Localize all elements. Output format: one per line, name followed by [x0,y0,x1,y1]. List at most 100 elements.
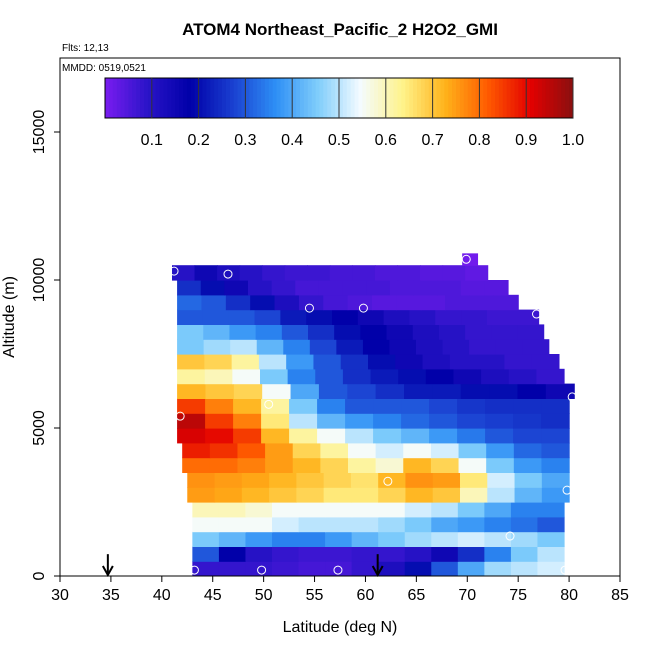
colorbar-swatch [346,78,352,118]
heatmap-cell [241,487,270,503]
heatmap-cell [272,546,300,562]
heatmap-cell [368,354,396,370]
heatmap-cell [457,531,485,547]
heatmap-cell [484,516,512,533]
x-tick-label: 80 [560,587,578,604]
colorbar-swatch [561,78,566,118]
heatmap-cell [457,502,485,518]
colorbar-swatch [198,78,203,118]
heatmap-cell [292,457,321,473]
heatmap-cell [286,354,315,370]
colorbar-swatch [557,78,562,118]
heatmap-cell [177,294,203,311]
colorbar-swatch [276,78,281,118]
heatmap-cell [296,487,325,503]
heatmap-cell [325,546,353,562]
heatmap-cell [366,280,391,296]
colorbar-tick-label: 0.9 [515,132,537,149]
heatmap-cell [404,383,433,399]
heatmap-cell [269,472,297,488]
colorbar-swatch [432,78,437,118]
colorbar-swatch [268,78,274,118]
heatmap-cell [308,324,335,340]
heatmap-cell [315,368,344,385]
heatmap-cell [517,383,547,399]
heatmap-cell [290,383,320,399]
heatmap-cell [245,516,273,533]
heatmap-cell [232,368,261,385]
colorbar-tick-label: 0.6 [375,132,397,149]
colorbar-swatch [506,78,512,118]
x-tick-label: 75 [509,587,527,604]
colorbar-swatch [479,78,484,118]
colorbar-swatch [534,78,539,118]
colorbar-swatch [420,78,426,118]
heatmap-cell [177,383,207,399]
colorbar-swatch [186,78,192,118]
colorbar-swatch [565,78,570,118]
heatmap-cell [177,428,206,444]
heatmap-cell [342,280,367,296]
colorbar-swatch [249,78,254,118]
heatmap-cell [398,368,427,385]
heatmap-cell [351,502,379,518]
heatmap-cell [510,516,539,533]
colorbar-swatch [210,78,215,118]
heatmap-cell [204,368,233,385]
dates-label: MMDD: 0519,0521 [62,63,146,74]
colorbar-swatch [491,78,496,118]
heatmap-cell [329,265,353,281]
heatmap-cell [261,428,290,444]
heatmap-cell [177,339,205,355]
heatmap-cell [484,561,512,576]
heatmap-cell [429,428,458,444]
heatmap-cell [416,339,444,355]
colorbar-swatch [440,78,445,118]
colorbar-tick-label: 0.2 [187,132,209,149]
colorbar-swatch [350,78,356,118]
heatmap-cell [370,368,399,385]
heatmap-cell [289,413,318,429]
colorbar-swatch [456,78,461,118]
heatmap-cell [217,265,241,281]
heatmap-cell [325,502,353,518]
heatmap-cell [239,265,263,281]
heatmap-cell [460,487,488,503]
heatmap-cell [513,413,542,429]
heatmap-cell [489,383,519,399]
colorbar-swatch [257,78,262,118]
heatmap-cell [484,531,512,547]
heatmap-cell [320,442,349,459]
colorbar-swatch [128,78,133,118]
heatmap-cell [445,294,471,311]
heatmap-cell [404,561,432,576]
colorbar-tick-label: 0.5 [328,132,350,149]
heatmap-cell [541,472,570,488]
heatmap-cell [225,294,251,311]
heatmap-cell [281,324,309,340]
heatmap-cell [373,428,402,444]
heatmap-cell [378,487,407,503]
heatmap-cell [325,516,353,533]
heatmap-cell [214,487,243,503]
heatmap-cell [510,531,539,547]
heatmap-cell [228,309,256,325]
chart-title: ATOM4 Northeast_Pacific_2 H2O2_GMI [182,20,498,39]
heatmap-cell [261,413,290,429]
colorbar-swatch [405,78,410,118]
x-tick-label: 70 [458,587,476,604]
heatmap-cell [256,339,284,355]
colorbar-swatch [233,78,239,118]
heatmap-cell [269,487,297,503]
heatmap-cell [431,502,459,518]
heatmap-cell [457,413,486,429]
x-tick-label: 50 [255,587,273,604]
heatmap-cell [205,413,234,429]
x-tick-label: 65 [407,587,425,604]
colorbar-tick-label: 0.4 [281,132,303,149]
heatmap-cell [280,309,307,325]
colorbar-swatch [342,78,348,118]
heatmap-cell [260,368,289,385]
colorbar-swatch [155,78,161,118]
heatmap-cell [425,368,455,385]
